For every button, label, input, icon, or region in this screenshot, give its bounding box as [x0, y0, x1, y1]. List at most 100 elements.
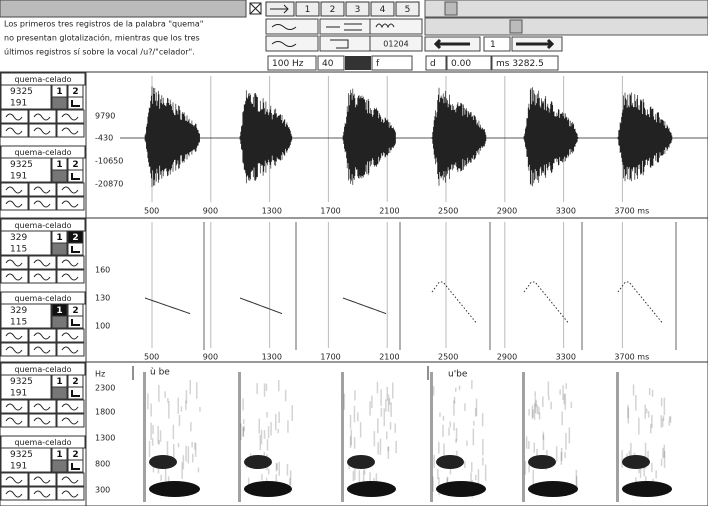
- tool-button[interactable]: [0, 196, 29, 211]
- tool-button[interactable]: [56, 486, 85, 501]
- tool-button[interactable]: [0, 342, 29, 357]
- icon-glyph: [71, 319, 80, 326]
- tool-icon[interactable]: [265, 35, 319, 52]
- field-box[interactable]: [317, 55, 345, 71]
- tool-icon[interactable]: [265, 18, 319, 35]
- tool-button[interactable]: [0, 109, 29, 124]
- spectral-energy: [362, 470, 365, 485]
- toolbar-button[interactable]: [370, 1, 395, 17]
- spectral-energy: [380, 407, 383, 417]
- icon-button[interactable]: [67, 242, 84, 256]
- spectral-energy: [180, 406, 183, 412]
- panel-frame: [0, 71, 708, 506]
- tool-button[interactable]: [28, 342, 57, 357]
- tool-button[interactable]: [28, 196, 57, 211]
- tool-button[interactable]: [28, 472, 57, 487]
- tool-button[interactable]: [0, 472, 29, 487]
- spectral-energy: [627, 407, 630, 424]
- toolbar-button[interactable]: [295, 1, 320, 17]
- spectral-energy: [385, 399, 387, 412]
- scroll-thumb[interactable]: [444, 1, 458, 16]
- toolbar-button[interactable]: [320, 1, 345, 17]
- spectral-energy: [437, 468, 439, 480]
- tool-button[interactable]: [56, 255, 85, 270]
- icon-button[interactable]: [67, 386, 84, 400]
- tool-button[interactable]: [56, 182, 85, 197]
- spectral-energy: [528, 409, 530, 416]
- field-box[interactable]: [425, 55, 447, 71]
- x-axis-label: 2900: [497, 353, 517, 362]
- value-box: [0, 157, 52, 183]
- tool-button[interactable]: [28, 123, 57, 138]
- value-box: [0, 230, 52, 256]
- scrollbar[interactable]: [424, 0, 708, 18]
- tool-button[interactable]: [28, 413, 57, 428]
- tool-button[interactable]: [56, 413, 85, 428]
- tool-button[interactable]: [28, 255, 57, 270]
- tool-button[interactable]: [56, 342, 85, 357]
- tool-icon[interactable]: [319, 35, 373, 52]
- spectral-energy: [528, 464, 530, 473]
- tool-button[interactable]: [28, 269, 57, 284]
- icon-button[interactable]: [51, 242, 68, 256]
- tool-button[interactable]: [56, 109, 85, 124]
- icon-button[interactable]: [51, 386, 68, 400]
- onset: [143, 372, 146, 502]
- tool-button[interactable]: [28, 486, 57, 501]
- icon-button[interactable]: [67, 315, 84, 329]
- tool-button[interactable]: [0, 255, 29, 270]
- field-box[interactable]: [446, 55, 492, 71]
- tool-button[interactable]: [0, 486, 29, 501]
- tool-icon[interactable]: [369, 35, 423, 52]
- toolbar-button[interactable]: [345, 1, 370, 17]
- tool-button[interactable]: [0, 399, 29, 414]
- icon-button[interactable]: [51, 169, 68, 183]
- icon-button[interactable]: [51, 315, 68, 329]
- tool-button[interactable]: [28, 399, 57, 414]
- tool-icon[interactable]: [369, 18, 423, 35]
- tool-button[interactable]: [56, 399, 85, 414]
- spectral-energy: [555, 446, 558, 462]
- spectral-energy: [439, 412, 441, 417]
- tool-button[interactable]: [56, 472, 85, 487]
- icon-button[interactable]: [67, 169, 84, 183]
- icon-button[interactable]: [51, 96, 68, 110]
- scrollbar[interactable]: [424, 17, 708, 36]
- spectral-energy: [266, 411, 268, 418]
- spectral-energy: [630, 442, 632, 456]
- x-axis-label: 3700 ms: [614, 353, 649, 362]
- track-value-top: 9325: [10, 160, 33, 170]
- icon-glyph: [33, 273, 51, 281]
- spectral-energy: [449, 421, 451, 428]
- formant: [436, 481, 486, 497]
- tool-button[interactable]: [0, 328, 29, 343]
- spectral-energy: [456, 450, 458, 458]
- tool-button[interactable]: [28, 182, 57, 197]
- scroll-thumb[interactable]: [509, 19, 523, 34]
- spectral-energy: [533, 403, 536, 420]
- spectral-energy: [475, 474, 477, 481]
- tool-button[interactable]: [0, 269, 29, 284]
- tool-button[interactable]: [0, 123, 29, 138]
- formant: [149, 481, 200, 497]
- spectral-energy: [536, 448, 538, 460]
- track-value-top: 9325: [10, 87, 33, 97]
- tool-button[interactable]: [56, 328, 85, 343]
- x-axis-label: 2100: [379, 207, 399, 216]
- track-label: quema-celado: [14, 221, 71, 230]
- field-box[interactable]: [267, 55, 317, 71]
- field-box[interactable]: [371, 55, 413, 71]
- tool-button[interactable]: [28, 109, 57, 124]
- field-box[interactable]: [491, 55, 559, 71]
- track-label: quema-celado: [14, 148, 71, 157]
- tool-button[interactable]: [56, 196, 85, 211]
- tool-button[interactable]: [56, 123, 85, 138]
- icon-button[interactable]: [51, 459, 68, 473]
- icon-button[interactable]: [67, 96, 84, 110]
- tool-button[interactable]: [0, 413, 29, 428]
- tool-button[interactable]: [56, 269, 85, 284]
- tool-button[interactable]: [28, 328, 57, 343]
- icon-button[interactable]: [67, 459, 84, 473]
- toolbar-button[interactable]: [395, 1, 420, 17]
- tool-button[interactable]: [0, 182, 29, 197]
